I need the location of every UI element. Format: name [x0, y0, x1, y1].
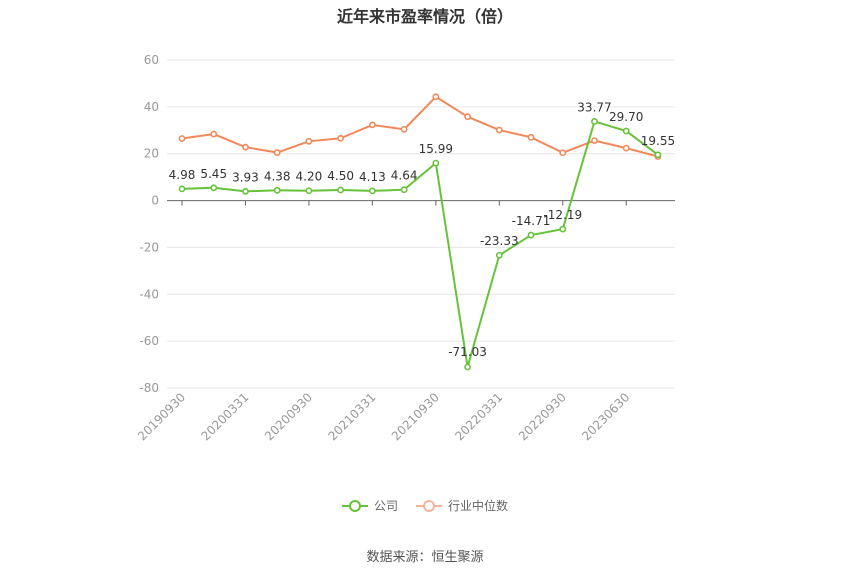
grid-lines [167, 59, 675, 389]
x-tick-label: 20200930 [262, 390, 315, 443]
x-tick-label: 20210331 [325, 390, 378, 443]
chart-title: 近年来市盈率情况（倍） [336, 7, 513, 26]
company-data-label: 4.50 [327, 169, 354, 183]
legend: 公司 行业中位数 [0, 497, 850, 514]
company-point [527, 231, 535, 239]
company-data-label: 4.20 [296, 170, 323, 184]
industry-median-point [559, 149, 567, 157]
x-tick-label: 20220331 [452, 390, 505, 443]
industry-median-point [273, 149, 281, 156]
industry-median-point [368, 121, 376, 129]
industry-median-line [181, 95, 659, 158]
company-data-label: -12.19 [543, 208, 582, 222]
company-data-label: 5.45 [200, 167, 227, 181]
industry-median-point [464, 113, 471, 121]
company-point [210, 184, 218, 192]
company-point [400, 186, 408, 194]
industry-median-point [305, 137, 313, 145]
industry-median-point [622, 144, 630, 152]
y-tick-label: -80 [139, 381, 159, 395]
company-data-label: 4.98 [169, 168, 196, 182]
company-point [178, 185, 186, 193]
x-tick-label: 20230630 [579, 390, 632, 443]
company-point [559, 225, 567, 233]
company-data-label: 4.13 [359, 170, 386, 184]
company-point [368, 187, 376, 195]
industry-median-point [242, 143, 249, 151]
company-point [591, 118, 598, 125]
company-point [273, 186, 281, 194]
industry-median-point [400, 125, 408, 133]
y-tick-label: 20 [144, 147, 159, 161]
industry-median-point [527, 133, 535, 141]
company-data-label: 4.38 [264, 169, 291, 183]
legend-swatch-industry-median [416, 499, 442, 513]
x-tick-label: 20220930 [516, 390, 569, 443]
legend-label-company: 公司 [373, 499, 398, 513]
company-data-label: -71.03 [448, 345, 487, 359]
y-tick-label: -60 [139, 334, 159, 348]
x-tick-label: 20210930 [389, 390, 442, 443]
industry-median-point [591, 137, 598, 144]
company-point [337, 186, 345, 194]
company-point [622, 127, 630, 135]
series-lines [178, 93, 662, 371]
company-data-label: 15.99 [419, 142, 453, 156]
y-tick-label: 40 [144, 100, 159, 114]
company-point [305, 187, 313, 195]
industry-median-point [337, 134, 345, 142]
x-tick-label: 20200331 [198, 390, 251, 443]
company-point [242, 187, 249, 195]
industry-median-point [210, 130, 218, 138]
company-data-label: -14.71 [512, 214, 551, 228]
company-data-label: -23.33 [480, 234, 519, 248]
company-data-label: 29.70 [609, 110, 643, 124]
company-point [495, 251, 503, 259]
y-tick-label: 60 [144, 53, 159, 67]
company-data-label: 4.64 [391, 169, 418, 183]
industry-median-point [178, 135, 186, 142]
company-point [432, 159, 440, 167]
legend-label-industry-median: 行业中位数 [448, 499, 509, 513]
company-data-label: 3.93 [232, 170, 259, 184]
company-line [181, 120, 659, 368]
industry-median-point [495, 126, 503, 134]
legend-item-company[interactable]: 公司 [341, 497, 398, 514]
company-data-label: 33.77 [577, 100, 611, 114]
y-tick-label: -40 [139, 287, 159, 301]
x-tick-label: 20190930 [135, 390, 188, 443]
legend-swatch-company [341, 499, 368, 513]
company-point [654, 151, 662, 159]
y-tick-label: 0 [151, 194, 159, 208]
company-data-label: 19.55 [641, 134, 675, 148]
company-point [464, 363, 471, 371]
legend-item-industry-median[interactable]: 行业中位数 [416, 497, 508, 514]
industry-median-point [432, 93, 440, 101]
y-tick-label: -20 [139, 240, 159, 254]
source-note: 数据来源：恒生聚源 [366, 550, 484, 565]
